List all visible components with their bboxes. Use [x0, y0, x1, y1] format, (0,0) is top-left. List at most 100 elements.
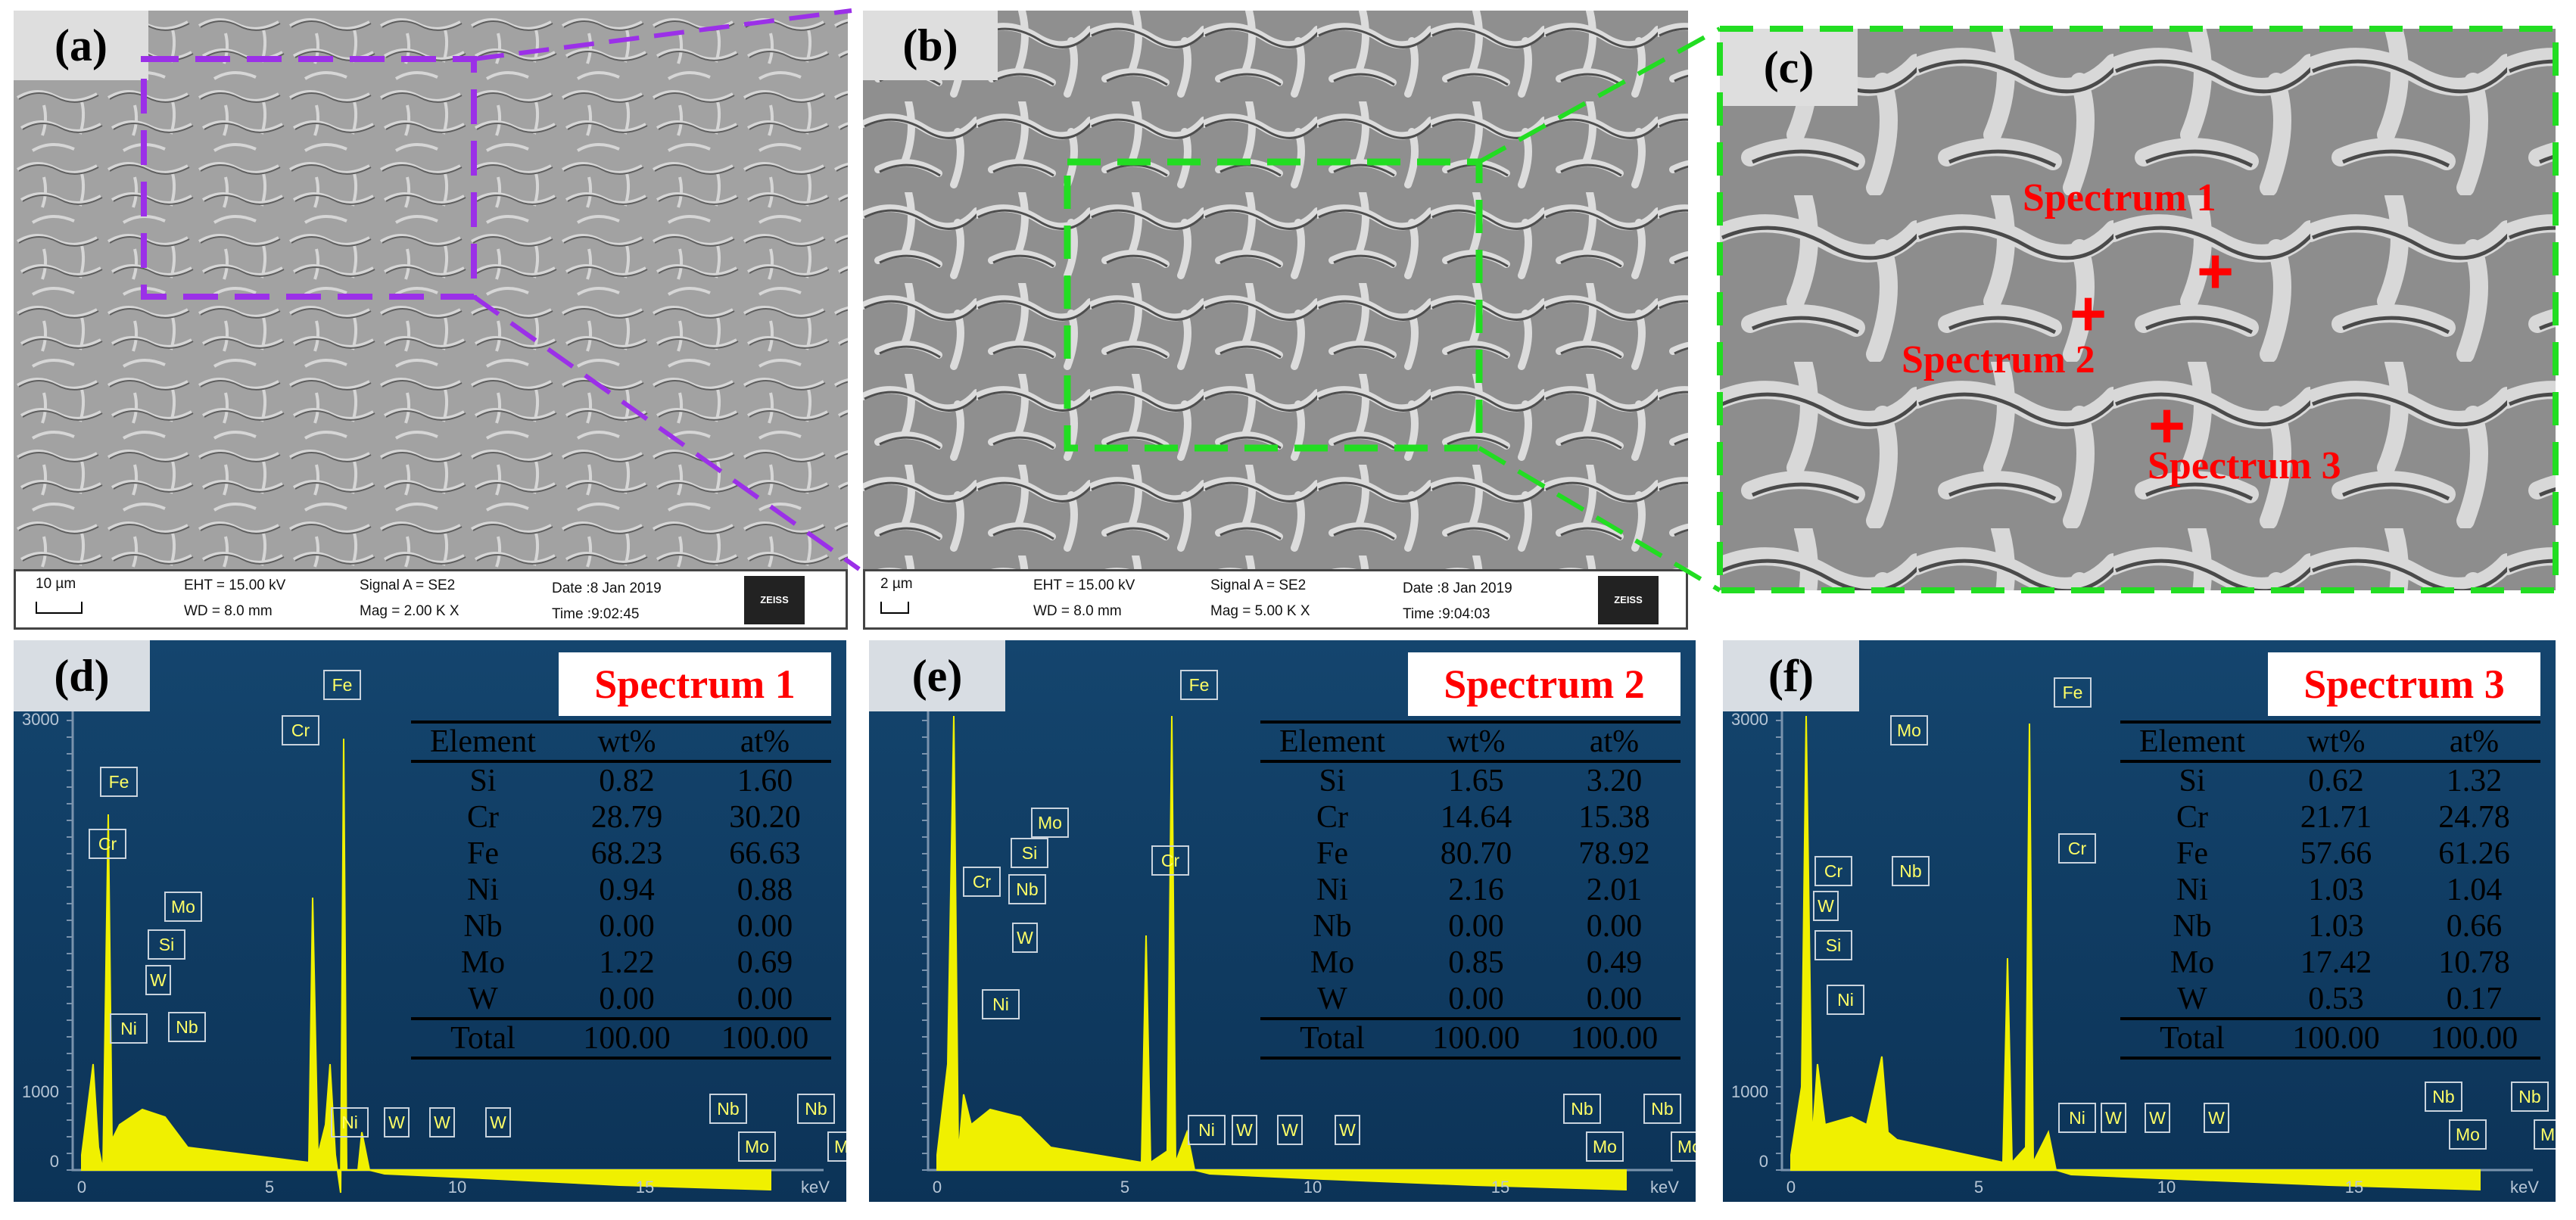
peak-label-mo: Mo — [827, 1131, 846, 1162]
table-rule — [2120, 760, 2540, 763]
table-cell: 0.00 — [1448, 982, 1504, 1016]
x-tick-label: 0 — [77, 1178, 86, 1197]
svg-text:W: W — [1818, 896, 1834, 916]
sem-image-c: (c) Spectrum 1 + Spectrum 2 + Spectrum 3… — [1720, 29, 2556, 590]
svg-text:Mo: Mo — [1593, 1137, 1617, 1156]
table-rule — [411, 1017, 831, 1020]
peak-label-nb: Nb — [1563, 1094, 1601, 1124]
table-header-cell: Element — [2139, 724, 2245, 759]
peak-label-mo: Mo — [1671, 1131, 1696, 1162]
mag-b: Mag = 5.00 K X — [1210, 603, 1310, 619]
zoom-overlay — [141, 8, 2559, 593]
y-tick-label: 3000 — [22, 710, 59, 729]
table-cell: 0.00 — [1586, 982, 1643, 1016]
table-row: Mo 1.22 0.69 — [411, 945, 831, 981]
peak-label-w: W — [2101, 1103, 2126, 1133]
svg-text:Mo: Mo — [745, 1137, 769, 1156]
table-cell: 0.53 — [2308, 982, 2364, 1016]
svg-text:Fe: Fe — [2063, 683, 2083, 702]
x-tick-label: 5 — [265, 1178, 274, 1197]
svg-text:W: W — [434, 1113, 450, 1132]
svg-text:Mo: Mo — [171, 897, 195, 917]
table-cell: Ni — [1316, 873, 1348, 907]
peak-label-nb: Nb — [1008, 874, 1046, 904]
peak-label-w: W — [429, 1107, 455, 1138]
svg-text:Cr: Cr — [2068, 839, 2087, 858]
scale-bar-label-b: 2 µm — [880, 576, 913, 592]
svg-text:Ni: Ni — [120, 1019, 137, 1038]
svg-text:Nb: Nb — [2518, 1087, 2540, 1106]
table-row: Nb 0.00 0.00 — [411, 908, 831, 945]
svg-text:Ni: Ni — [992, 994, 1009, 1014]
table-cell: Ni — [467, 873, 499, 907]
scale-bar-a — [36, 602, 83, 614]
table-cell: Mo — [2170, 945, 2215, 980]
table-cell: 3.20 — [1586, 764, 1643, 798]
svg-text:Fe: Fe — [332, 675, 353, 695]
spectrum-marker-2: + — [2070, 278, 2107, 349]
table-cell: 10.78 — [2438, 945, 2510, 980]
zoom-box-a — [141, 56, 477, 300]
table-cell: Cr — [467, 800, 499, 835]
peak-label-nb: Nb — [2425, 1082, 2462, 1112]
peak-label-w: W — [2204, 1103, 2229, 1133]
table-cell: 0.17 — [2446, 982, 2503, 1016]
sem-texture-b — [863, 11, 1688, 569]
table-cell: 21.71 — [2300, 800, 2372, 835]
sem-databar-b: 2 µm EHT = 15.00 kV WD = 8.0 mm Signal A… — [863, 569, 1688, 630]
table-rule — [1260, 760, 1680, 763]
peak-label-w: W — [1012, 923, 1038, 953]
svg-text:Si: Si — [1022, 843, 1037, 863]
peak-label-mo: Mo — [738, 1131, 776, 1162]
table-row: Si 0.62 1.32 — [2120, 763, 2540, 799]
sem-image-b: (b) — [863, 11, 1688, 569]
peak-label-ni: Ni — [331, 1107, 369, 1138]
peak-label-cr: Cr — [282, 715, 319, 745]
y-tick-label: 0 — [50, 1152, 59, 1171]
sem-texture-a — [14, 11, 848, 569]
panel-label-c: (c) — [1720, 29, 1858, 106]
peak-label-w: W — [384, 1107, 410, 1138]
svg-text:Mo: Mo — [1677, 1137, 1696, 1156]
zeiss-logo-a: ZEISS — [744, 576, 805, 624]
peak-label-cr: Cr — [1814, 856, 1852, 886]
peak-label-si: Si — [1011, 838, 1048, 868]
table-cell: 57.66 — [2300, 836, 2372, 871]
svg-text:Cr: Cr — [1161, 851, 1180, 870]
peak-label-mo: Mo — [164, 892, 202, 922]
signal-b: Signal A = SE2 — [1210, 577, 1307, 593]
x-tick-label: 10 — [2157, 1178, 2176, 1197]
zeiss-logo-b: ZEISS — [1598, 576, 1659, 624]
peak-label-fe: Fe — [1180, 670, 1218, 700]
table-cell: W — [2177, 982, 2207, 1016]
peak-label-cr: Cr — [2058, 833, 2096, 864]
table-row: Total 100.00 100.00 — [411, 1020, 831, 1057]
svg-text:Nb: Nb — [2432, 1087, 2454, 1106]
y-tick-label: 3000 — [1731, 710, 1768, 729]
peak-label-nb: Nb — [1643, 1094, 1681, 1124]
table-row: Cr 21.71 24.78 — [2120, 799, 2540, 836]
panel-label-d: (d) — [14, 640, 150, 711]
composition-table-e: Element wt% at% Si 1.65 3.20 Cr 14.64 15.38 Fe 80.… — [1260, 720, 1680, 1060]
table-row: Nb 0.00 0.00 — [1260, 908, 1680, 945]
table-row: Total 100.00 100.00 — [1260, 1020, 1680, 1057]
eds-spectrum-e: 051015keV4000FeFeMoSiCrNbCrWNiNiWWWNbNbM… — [869, 640, 1696, 1202]
svg-text:W: W — [1017, 928, 1033, 948]
table-cell: 1.65 — [1448, 764, 1504, 798]
table-cell: Fe — [467, 836, 499, 871]
table-row: Total 100.00 100.00 — [2120, 1020, 2540, 1057]
svg-text:Fe: Fe — [1189, 675, 1210, 695]
svg-text:Cr: Cr — [973, 872, 992, 892]
time-b: Time :9:04:03 — [1403, 606, 1490, 622]
peak-label-fe: Fe — [2054, 677, 2092, 708]
table-cell: Cr — [1316, 800, 1348, 835]
x-tick-label: 5 — [1120, 1178, 1129, 1197]
table-rule — [411, 760, 831, 763]
table-cell: 0.00 — [599, 909, 655, 944]
table-row: Si 0.82 1.60 — [411, 763, 831, 799]
signal-a: Signal A = SE2 — [360, 577, 456, 593]
peak-label-fe: Fe — [323, 670, 361, 700]
peak-label-w: W — [1335, 1115, 1360, 1145]
peak-label-w: W — [485, 1107, 511, 1138]
table-row: Fe 80.70 78.92 — [1260, 836, 1680, 872]
